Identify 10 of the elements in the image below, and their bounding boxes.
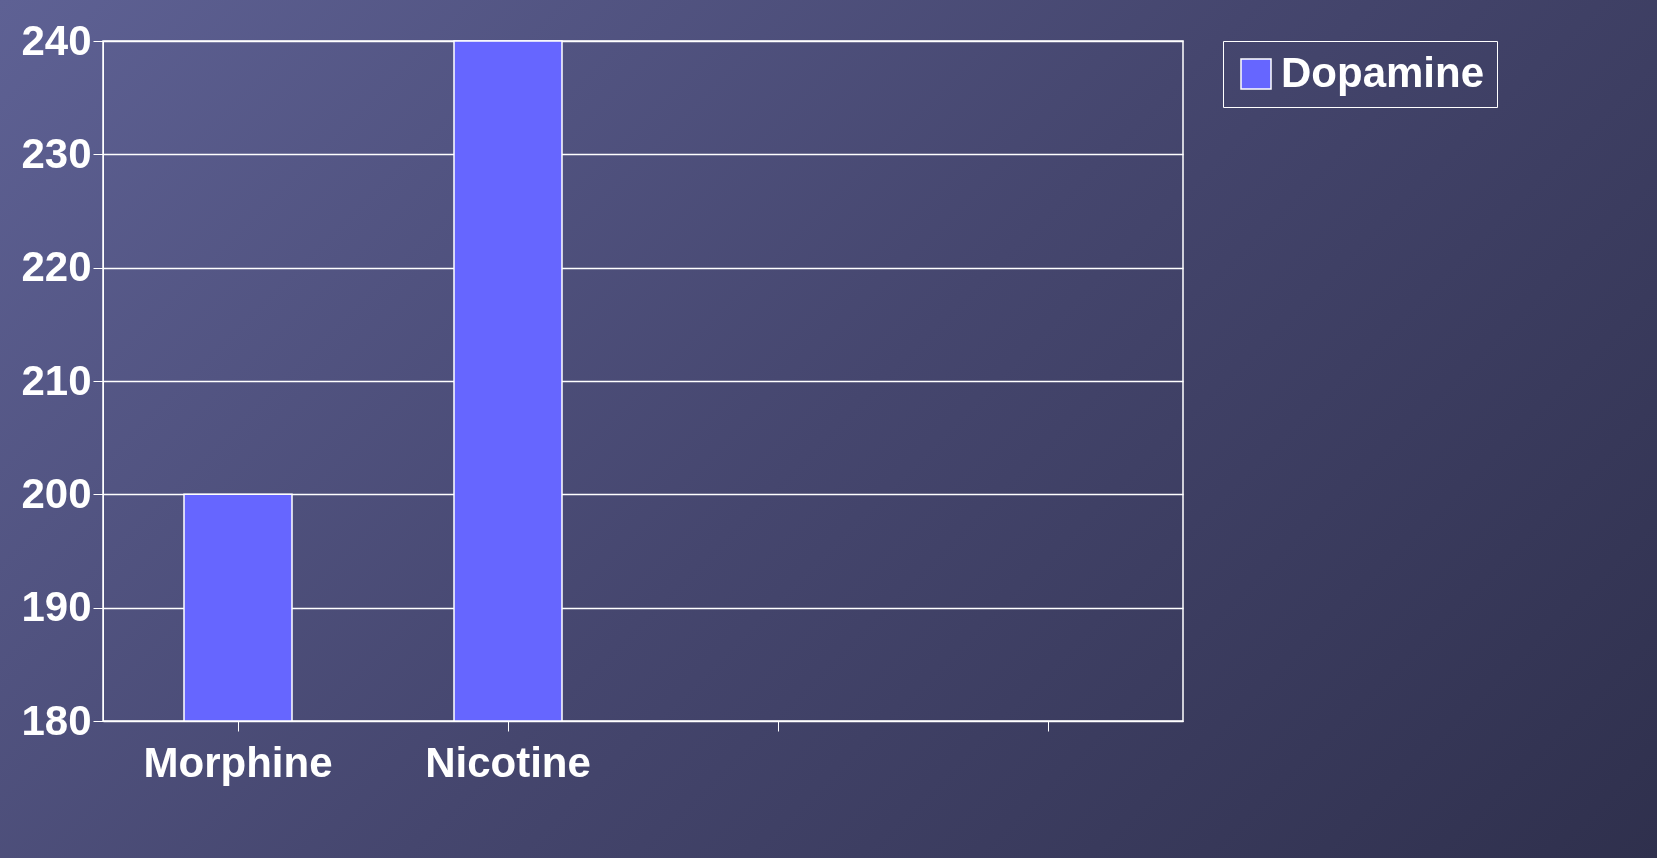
- legend-label: Dopamine: [1281, 49, 1485, 96]
- x-tick-label: Morphine: [143, 738, 333, 786]
- y-tick-label: 220: [21, 243, 92, 291]
- y-tick-label: 210: [21, 356, 92, 404]
- y-tick-label: 200: [21, 469, 92, 517]
- y-tick-label: 240: [21, 16, 92, 64]
- y-tick-label: 180: [21, 696, 92, 744]
- y-tick-label: 190: [21, 583, 92, 631]
- x-tick-label: Nicotine: [425, 738, 591, 786]
- y-tick-label: 230: [21, 129, 92, 177]
